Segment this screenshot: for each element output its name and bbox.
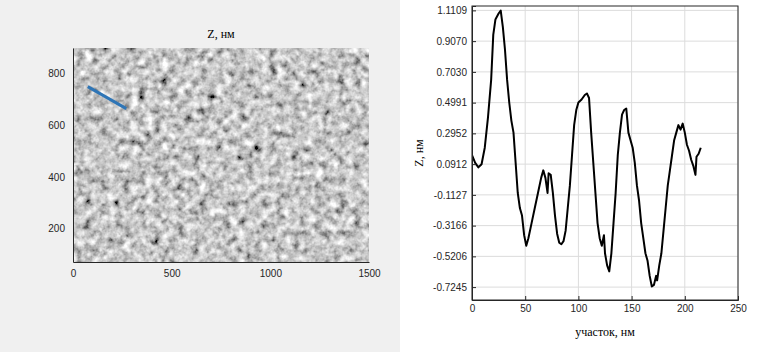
grid-line [472,102,738,103]
tick-label: 100 [571,303,588,314]
tick: 0.2952 [436,128,476,139]
tick-mark [472,41,476,42]
tick: 1000 [260,262,283,279]
grid-line [472,71,738,72]
tick-mark [472,133,476,134]
tick-label: -0.3166 [433,220,467,231]
tick: 200 [677,296,694,314]
tick: 1.1109 [437,5,476,16]
grid-line [472,133,738,134]
profile-curve [472,11,701,287]
tick-label: 0 [470,303,476,314]
tick-label: 1500 [358,268,381,279]
y-axis-line [473,7,477,301]
plot-area [472,11,701,287]
tick: 600 [48,120,73,131]
tick-mark [578,296,579,300]
tick: 0.7030 [436,67,476,78]
tick-mark [472,10,476,11]
tick: 0.9070 [436,36,476,47]
x-axis: 0 50 100 150 200 250 [470,296,748,314]
tick-label: 400 [48,172,65,183]
plot-area [73,48,369,262]
tick: 100 [571,296,588,314]
tick: -0.1127 [434,190,476,201]
tick: -0.7245 [433,282,476,293]
tick: 150 [624,296,641,314]
tick: 0 [71,262,77,279]
x-axis-title: участок, нм [575,325,635,339]
tick-label: 0.4991 [436,97,467,108]
tick-label: 0.9070 [436,36,467,47]
tick-label: 800 [48,68,65,79]
surface-image [73,48,369,262]
x-axis-line [74,262,370,263]
tick-mark [685,296,686,300]
tick-label: 50 [520,303,532,314]
tick: 500 [164,262,181,279]
tick: -0.3166 [433,220,476,231]
grid-line [472,41,738,42]
tick-label: 500 [164,268,181,279]
tick-mark [472,164,476,165]
y-axis-title: Z, нм [412,139,426,167]
grid-line [472,287,738,288]
tick: 0.0912 [436,159,476,170]
tick-label: -0.1127 [434,190,468,201]
tick: -0.5206 [433,251,476,262]
tick-label: 600 [48,120,65,131]
tick-label: 0 [71,268,77,279]
tick-label: 250 [730,303,747,314]
tick-label: 0.2952 [436,128,467,139]
tick-mark [632,296,633,300]
grid-line [472,225,738,226]
tick: 1500 [358,262,381,279]
tick-label: 150 [624,303,641,314]
figure: 0 500 1000 1500 200 400 600 800 Z, нм 0 50 100 150 20… [0,0,761,352]
tick-mark [472,287,476,288]
grid-line [472,10,738,11]
tick: 800 [48,68,73,79]
tick: 250 [730,296,747,314]
tick-label: 200 [48,223,65,234]
tick-mark [738,296,739,300]
tick-mark [472,72,476,73]
tick-mark [472,195,476,196]
tick-label: 0.7030 [436,67,467,78]
x-axis-line [473,296,739,301]
tick: 200 [48,223,73,234]
grid-line [472,194,738,195]
tick: 50 [520,296,532,314]
y-axis: -0.7245 -0.5206 -0.3166 -0.1127 0.0912 0.2952… [433,5,476,300]
grid [472,6,738,300]
tick-label: -0.5206 [433,251,467,262]
tick: 400 [48,172,73,183]
tick-label: 1.1109 [437,5,467,16]
panel-background [0,0,400,352]
tick-mark [525,296,526,300]
tick-mark [472,256,476,257]
y-axis: 200 400 600 800 [48,49,73,263]
tick-label: 200 [677,303,694,314]
tick-label: -0.7245 [433,282,467,293]
tick-label: 0.0912 [436,159,467,170]
tick: 0.4991 [436,97,476,108]
x-axis: 0 500 1000 1500 [71,262,381,279]
chart-title: Z, нм [207,27,235,41]
plot-frame [472,6,738,300]
grid-line [472,164,738,165]
profile-line [88,87,126,109]
tick-mark [472,226,476,227]
tick-label: 1000 [260,268,283,279]
y-axis-line [73,49,74,263]
tick-mark [472,103,476,104]
